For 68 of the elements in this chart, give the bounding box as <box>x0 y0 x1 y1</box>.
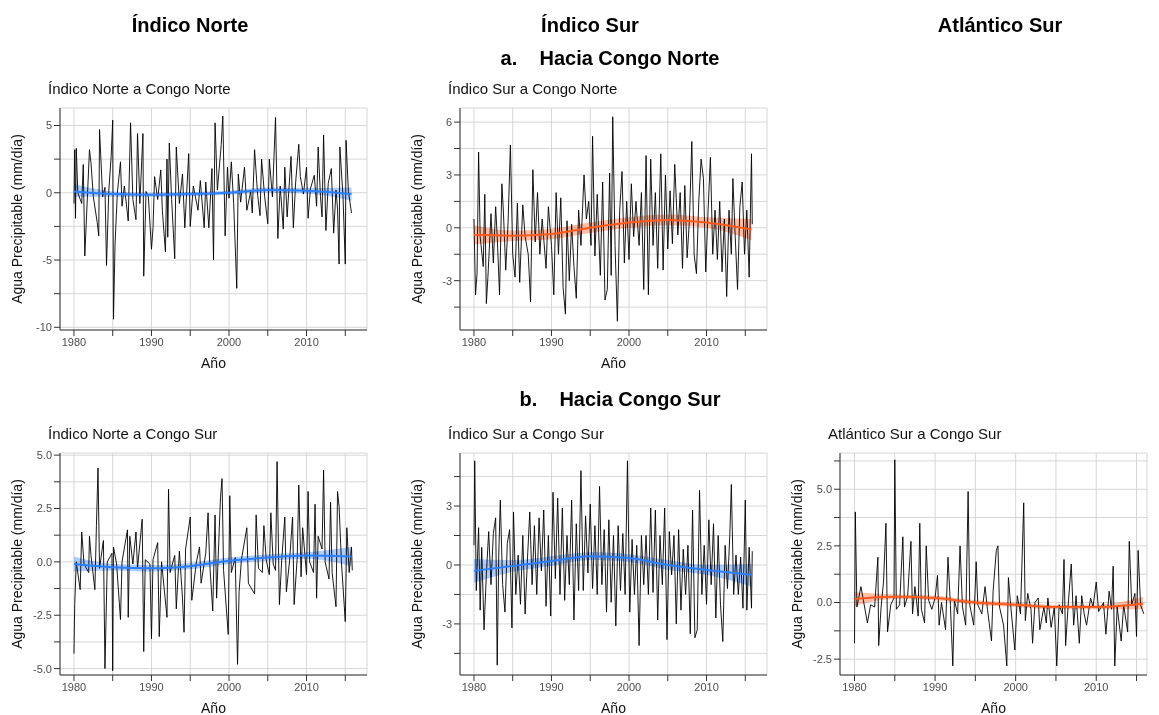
x-tick-label: 2000 <box>616 680 642 693</box>
x-tick-label: 2010 <box>694 335 719 348</box>
y-tick-label: 0.0 <box>816 596 832 609</box>
x-axis-title: Año <box>981 700 1007 715</box>
x-tick-label: 1990 <box>539 680 564 693</box>
y-tick-label: 3 <box>445 168 452 181</box>
line-series <box>73 461 353 672</box>
y-tick-label: 0.0 <box>36 555 52 568</box>
line-series <box>473 116 753 322</box>
x-axis-title: Año <box>201 355 227 371</box>
y-tick-label: -5.0 <box>33 662 52 675</box>
y-axis-title: Agua Precipitable (mm/día) <box>788 479 805 649</box>
chart-title: Índico Sur a Congo Norte <box>448 80 618 97</box>
x-tick-label: 2000 <box>616 335 642 348</box>
y-tick-label: -10 <box>36 321 52 334</box>
y-tick-label: 6 <box>445 116 452 128</box>
x-tick-label: 1990 <box>139 335 164 348</box>
x-axis-title: Año <box>601 355 627 371</box>
y-axis-title: Agua Precipitable (mm/día) <box>408 134 425 304</box>
x-tick-label: 1980 <box>842 680 867 693</box>
text: a. Hacia Congo Norte <box>500 47 720 70</box>
y-tick-label: 0 <box>445 558 452 571</box>
x-axis-title: Año <box>601 700 627 715</box>
line-series <box>854 459 1145 667</box>
x-tick-label: 1990 <box>139 680 164 693</box>
y-tick-label: -2.5 <box>813 653 832 666</box>
y-tick-label: 0 <box>445 221 452 234</box>
x-tick-label: 2010 <box>694 680 719 693</box>
text: Índico Sur <box>541 14 639 37</box>
y-axis-title: Agua Precipitable (mm/día) <box>8 479 25 649</box>
y-tick-label: 5 <box>45 119 52 132</box>
line-series <box>472 555 753 576</box>
y-tick-label: 5.0 <box>36 449 52 462</box>
chart-title: Índico Sur a Congo Sur <box>448 425 604 442</box>
y-tick-label: -2.5 <box>33 609 52 622</box>
x-tick-label: 1980 <box>461 335 487 348</box>
y-axis-title: Agua Precipitable (mm/día) <box>8 134 25 304</box>
x-tick-label: 2000 <box>1003 680 1028 693</box>
x-tick-label: 2000 <box>216 680 242 693</box>
x-tick-label: 1980 <box>461 680 487 693</box>
y-tick-label: 2.5 <box>816 539 832 552</box>
y-tick-label: -3 <box>442 274 452 287</box>
text: b. Hacia Congo Sur <box>519 388 721 411</box>
x-tick-label: 2010 <box>294 335 319 348</box>
y-tick-label: 3 <box>445 499 452 512</box>
y-tick-label: 2.5 <box>36 502 52 515</box>
x-tick-label: 2010 <box>294 680 319 693</box>
text: Atlántico Sur <box>937 14 1063 37</box>
x-tick-label: 1980 <box>61 680 87 693</box>
x-tick-label: 1990 <box>922 680 948 693</box>
text: Índico Norte <box>131 14 249 37</box>
chart-title: Índico Norte a Congo Norte <box>48 80 231 97</box>
line-series <box>473 460 753 666</box>
x-axis-title: Año <box>201 700 227 715</box>
chart-title: Atlántico Sur a Congo Sur <box>828 425 1002 442</box>
y-tick-label: -3 <box>442 617 452 630</box>
line-series <box>472 218 753 237</box>
x-tick-label: 2000 <box>216 335 242 348</box>
chart-title: Índico Norte a Congo Sur <box>48 425 218 442</box>
line-series <box>72 554 353 570</box>
y-tick-label: -5 <box>42 253 52 266</box>
y-tick-label: 5.0 <box>816 483 832 496</box>
x-tick-label: 1980 <box>61 335 87 348</box>
x-tick-label: 2010 <box>1083 680 1109 693</box>
y-tick-label: 0 <box>45 186 52 199</box>
y-axis-title: Agua Precipitable (mm/día) <box>408 479 425 649</box>
x-tick-label: 1990 <box>539 335 564 348</box>
line-series <box>73 115 352 320</box>
